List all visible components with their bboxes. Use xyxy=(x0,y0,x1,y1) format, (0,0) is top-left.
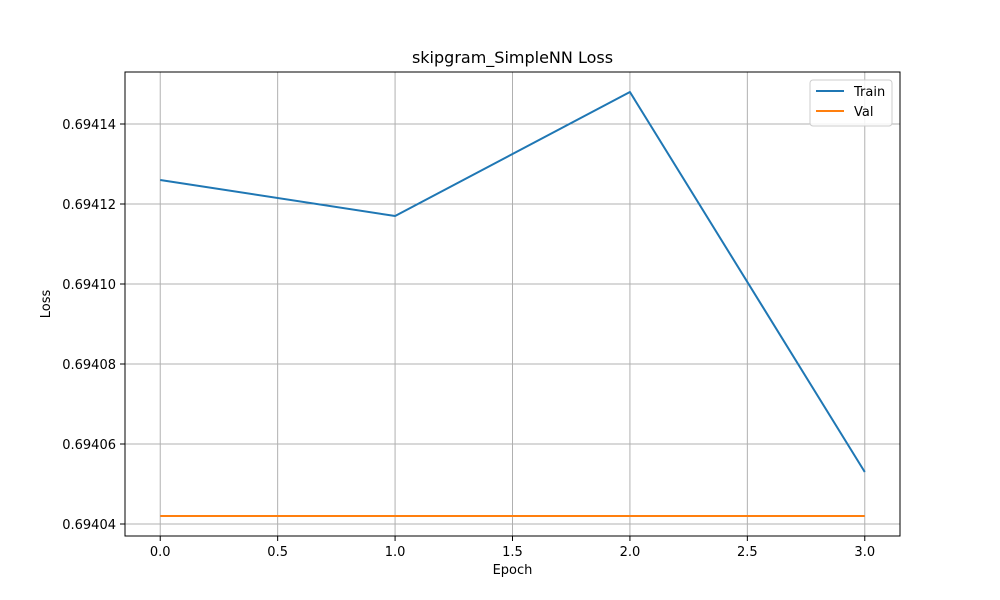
legend-label-val: Val xyxy=(854,105,873,120)
y-tick-label: 0.69414 xyxy=(62,118,116,133)
y-tick-label: 0.69404 xyxy=(62,518,116,533)
y-tick-label: 0.69412 xyxy=(62,198,116,213)
x-tick-label: 1.5 xyxy=(502,545,523,560)
x-tick-label: 1.0 xyxy=(385,545,406,560)
series-line-train xyxy=(160,91,866,473)
x-axis-ticks: 0.0 0.5 1.0 1.5 2.0 2.5 3.0 xyxy=(150,536,875,560)
y-axis-ticks: 0.69404 0.69406 0.69408 0.69410 0.69412 0.694… xyxy=(62,118,125,533)
x-tick-label: 2.5 xyxy=(737,545,758,560)
y-tick-label: 0.69410 xyxy=(62,278,116,293)
x-tick-label: 2.0 xyxy=(620,545,641,560)
legend: Train Val xyxy=(809,79,893,127)
legend-label-train: Train xyxy=(853,85,885,100)
x-tick-label: 0.0 xyxy=(150,545,171,560)
y-axis-label: Loss xyxy=(39,290,54,319)
series-lines xyxy=(160,91,866,517)
x-axis-label: Epoch xyxy=(493,563,533,578)
y-tick-label: 0.69408 xyxy=(62,358,116,373)
grid-lines xyxy=(125,72,900,536)
x-tick-label: 3.0 xyxy=(854,545,875,560)
y-tick-label: 0.69406 xyxy=(62,438,116,453)
x-tick-label: 0.5 xyxy=(267,545,288,560)
chart-title: skipgram_SimpleNN Loss xyxy=(412,48,613,68)
